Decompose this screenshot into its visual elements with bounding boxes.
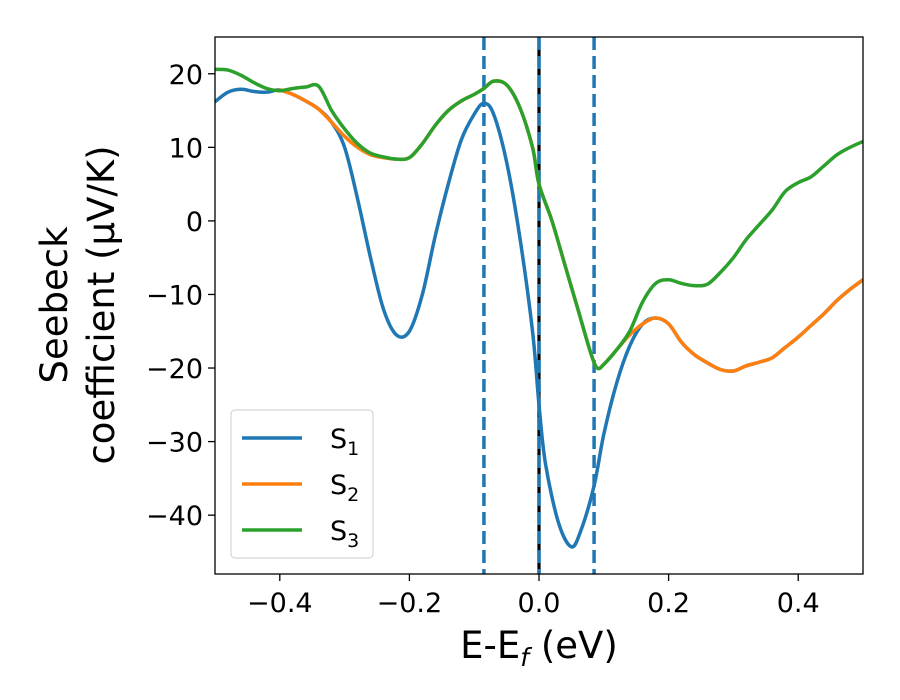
legend-label-S3: S3 — [330, 516, 359, 552]
y-axis-label-line1: Seebeck — [33, 226, 76, 384]
x-axis-label: E-Ef (eV) — [460, 624, 618, 672]
y-tick-label: −20 — [146, 354, 203, 385]
x-axis-ticks: −0.4 −0.2 0.0 0.2 0.4 — [247, 574, 820, 619]
series-layer — [215, 67, 863, 549]
legend-label-S1: S1 — [330, 424, 359, 460]
y-tick-label: −30 — [146, 428, 203, 459]
y-tick-label: 20 — [169, 60, 203, 91]
x-tick-label: 0.0 — [518, 588, 561, 619]
y-tick-label: 10 — [169, 133, 203, 164]
series-line-S3 — [215, 67, 863, 371]
x-tick-label: −0.4 — [247, 588, 313, 619]
legend: S1 S2 S3 — [230, 409, 374, 559]
y-axis-ticks: 20 10 0 −10 −20 −30 −40 — [146, 60, 215, 532]
y-tick-label: −10 — [146, 280, 203, 311]
x-tick-label: 0.2 — [647, 588, 690, 619]
y-tick-label: 0 — [186, 207, 203, 238]
x-tick-label: 0.4 — [777, 588, 820, 619]
legend-label-S2: S2 — [330, 470, 359, 506]
series-line-S2 — [278, 79, 863, 373]
y-axis-label-line2: coefficient (μV/K) — [80, 145, 123, 464]
y-tick-label: −40 — [146, 501, 203, 532]
x-tick-label: −0.2 — [377, 588, 443, 619]
